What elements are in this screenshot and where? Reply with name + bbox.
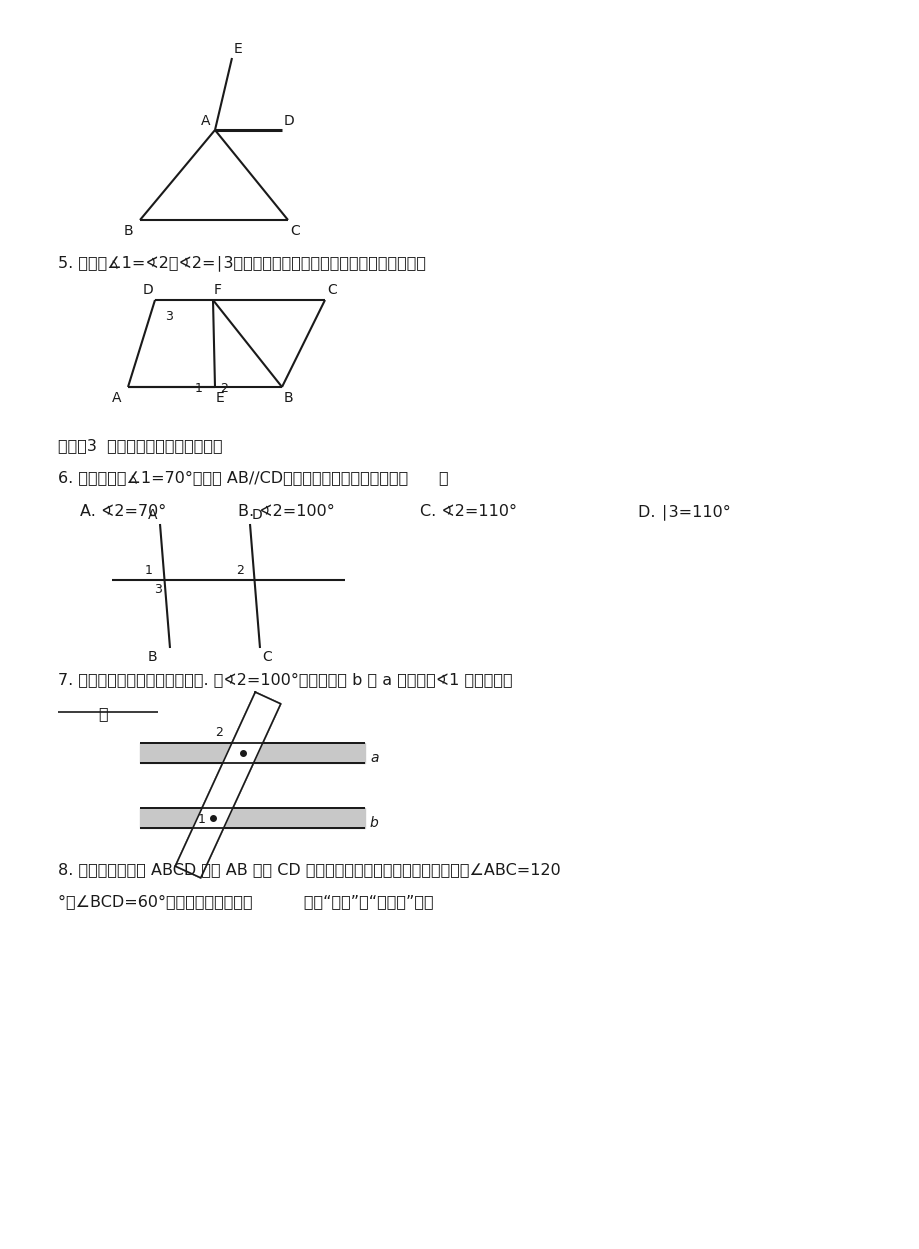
Text: E: E: [216, 391, 224, 405]
Text: 2: 2: [214, 726, 222, 739]
Text: 知识点3  同旁内角互补，两直线平行: 知识点3 同旁内角互补，两直线平行: [58, 438, 222, 453]
Text: B. ∢2=100°: B. ∢2=100°: [238, 505, 335, 520]
Text: E: E: [233, 42, 243, 56]
Text: A. ∢2=70°: A. ∢2=70°: [80, 505, 166, 520]
Text: B: B: [284, 391, 293, 405]
Text: 2: 2: [220, 382, 228, 395]
Text: D. ∣3=110°: D. ∣3=110°: [637, 505, 730, 520]
Text: b: b: [369, 816, 379, 831]
Text: 2: 2: [236, 565, 244, 577]
Text: B: B: [148, 649, 157, 664]
Text: 1: 1: [144, 565, 153, 577]
Polygon shape: [176, 692, 280, 878]
Text: A: A: [148, 508, 157, 522]
Text: 1: 1: [198, 813, 206, 826]
Text: D: D: [252, 508, 263, 522]
Text: °，∠BCD=60°，这个零件合格吗？          （填“合格”或“不合格”）．: °，∠BCD=60°，这个零件合格吗？ （填“合格”或“不合格”）．: [58, 894, 433, 909]
Text: C. ∢2=110°: C. ∢2=110°: [420, 505, 516, 520]
Text: D: D: [284, 114, 294, 127]
Text: 7. 如图，装修工人向墙上钉木条. 若∢2=100°，要使木条 b 与 a 平行，则∢1 的度数等于: 7. 如图，装修工人向墙上钉木条. 若∢2=100°，要使木条 b 与 a 平行…: [58, 672, 512, 687]
Text: A: A: [112, 391, 121, 405]
Text: F: F: [214, 284, 221, 297]
Text: a: a: [369, 751, 378, 764]
Text: 5. 如图，∡1=∢2，∢2=∣3，你能判断图中哪些直线平行，并说出理由．: 5. 如图，∡1=∢2，∢2=∣3，你能判断图中哪些直线平行，并说出理由．: [58, 255, 425, 271]
Text: 6. 如图，已知∡1=70°，要使 AB∕∕CD，则须具备的另一个条件是（      ）: 6. 如图，已知∡1=70°，要使 AB∕∕CD，则须具备的另一个条件是（ ）: [58, 470, 448, 485]
Text: D: D: [142, 284, 153, 297]
Text: C: C: [262, 649, 271, 664]
Text: C: C: [289, 224, 300, 239]
Text: B: B: [124, 224, 133, 239]
Text: 8. 如图，一个零件 ABCD 需要 AB 边与 CD 边平行，现只有一个量角器，测得拐角∠ABC=120: 8. 如图，一个零件 ABCD 需要 AB 边与 CD 边平行，现只有一个量角器…: [58, 862, 561, 877]
Text: ．: ．: [58, 706, 108, 721]
Text: C: C: [326, 284, 336, 297]
Text: 1: 1: [195, 382, 203, 395]
Text: 3: 3: [154, 583, 163, 596]
Polygon shape: [176, 692, 280, 878]
Text: A: A: [200, 114, 210, 127]
Text: 3: 3: [165, 310, 173, 323]
